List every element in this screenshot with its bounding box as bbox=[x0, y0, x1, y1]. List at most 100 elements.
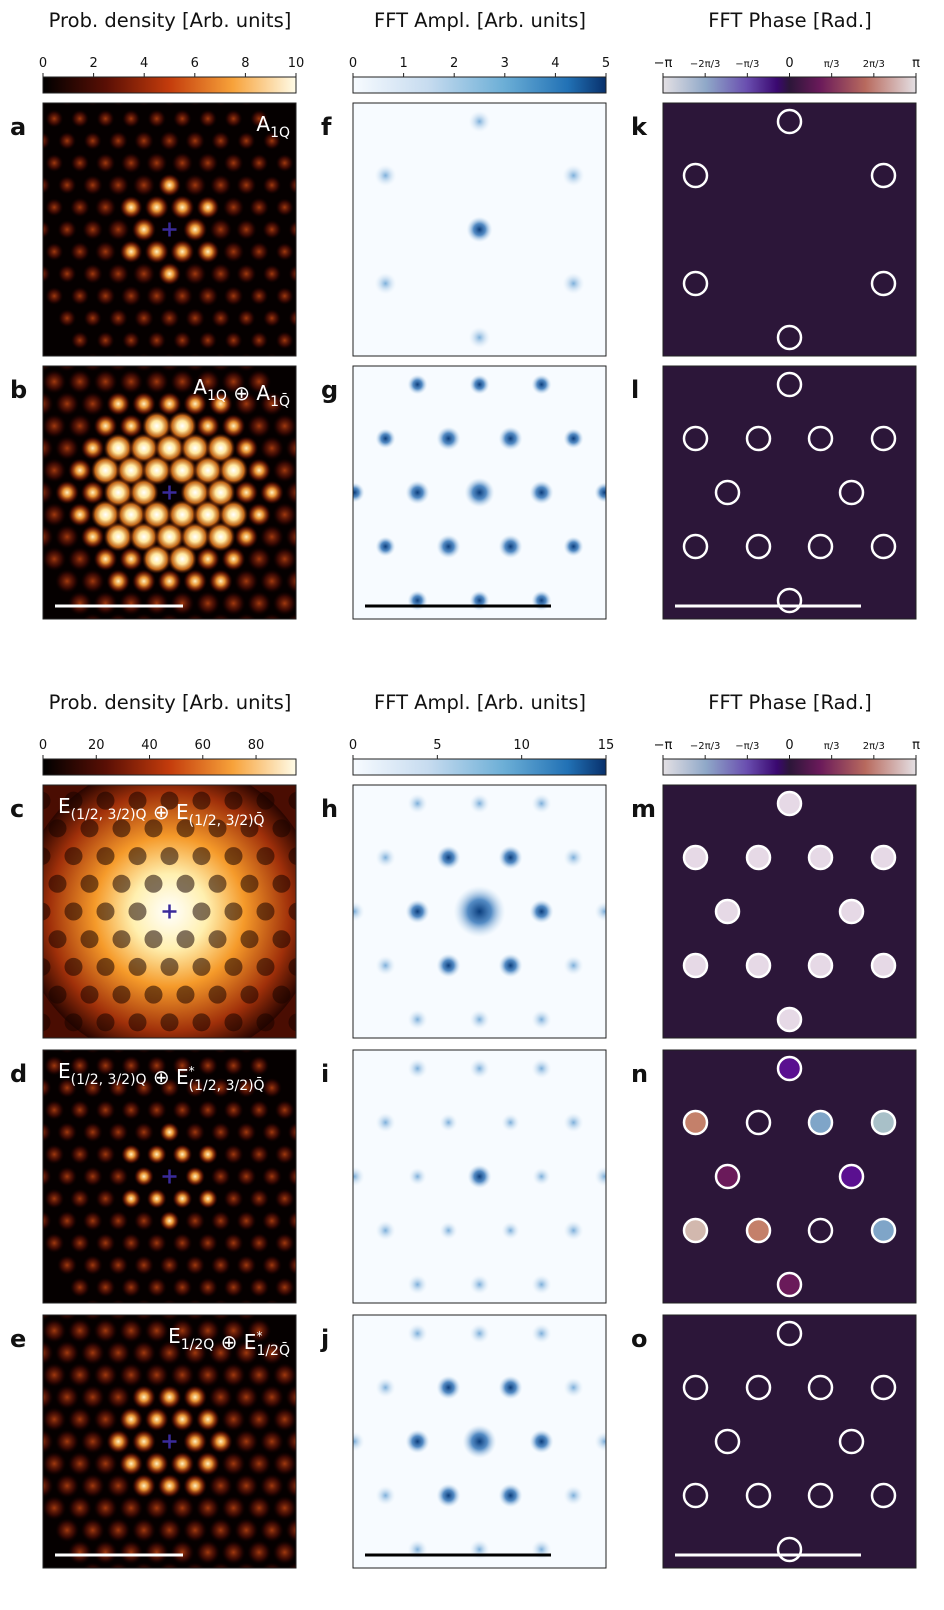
density-hole bbox=[97, 958, 115, 976]
density-peak bbox=[134, 131, 154, 151]
density-peak bbox=[249, 1277, 269, 1297]
density-peak bbox=[209, 614, 233, 638]
density-peak bbox=[224, 286, 244, 306]
density-hole bbox=[305, 986, 323, 1004]
density-hole bbox=[0, 875, 3, 893]
density-peak bbox=[260, 481, 284, 505]
density-peak bbox=[275, 1100, 295, 1120]
density-hole bbox=[257, 847, 275, 865]
density-peak bbox=[145, 591, 169, 615]
density-peak bbox=[42, 414, 66, 438]
density-hole bbox=[129, 903, 147, 921]
density-peak bbox=[44, 1233, 64, 1253]
density-hole bbox=[81, 986, 99, 1004]
density-peak bbox=[134, 1122, 154, 1142]
fft-phase-panel bbox=[663, 366, 916, 619]
density-hole bbox=[273, 930, 291, 948]
density-peak bbox=[198, 1100, 218, 1120]
density-peak bbox=[121, 1233, 141, 1253]
density-peak bbox=[70, 1277, 90, 1297]
density-peak bbox=[237, 132, 255, 150]
density-peak bbox=[145, 1540, 169, 1564]
density-peak bbox=[198, 1277, 218, 1297]
density-peak bbox=[17, 414, 41, 438]
density-peak bbox=[57, 1167, 77, 1187]
density-hole bbox=[257, 958, 275, 976]
fft-peak bbox=[468, 1165, 492, 1189]
density-peak bbox=[247, 1407, 271, 1431]
density-peak bbox=[276, 331, 294, 349]
density-peak bbox=[286, 569, 310, 593]
density-hole bbox=[129, 847, 147, 865]
density-peak bbox=[222, 1363, 246, 1387]
phase-background bbox=[663, 103, 916, 356]
density-peak bbox=[45, 198, 63, 216]
density-hole bbox=[209, 986, 227, 1004]
fft-peak bbox=[406, 1430, 430, 1454]
fft-peak bbox=[408, 1010, 428, 1030]
density-hole bbox=[337, 930, 355, 948]
density-peak bbox=[30, 1474, 54, 1498]
density-peak bbox=[260, 1563, 284, 1587]
amplitude-colorbar bbox=[353, 759, 606, 775]
density-peak bbox=[147, 109, 166, 128]
density-peak bbox=[170, 240, 194, 264]
density-peak bbox=[0, 1363, 15, 1387]
density-peak bbox=[94, 1363, 118, 1387]
colorbar-tick-label: 80 bbox=[248, 738, 265, 753]
density-hole bbox=[273, 986, 291, 1004]
density-peak bbox=[96, 1189, 116, 1209]
density-peak bbox=[311, 614, 335, 638]
fft-peak bbox=[437, 535, 461, 559]
density-peak bbox=[286, 1518, 310, 1542]
colorbar-tick-label: 0 bbox=[785, 56, 793, 71]
density-peak bbox=[132, 1385, 156, 1409]
density-hole bbox=[225, 847, 243, 865]
density-peak bbox=[288, 1122, 308, 1142]
density-peak bbox=[119, 370, 143, 394]
density-peak bbox=[234, 1518, 258, 1542]
density-peak bbox=[6, 1122, 26, 1142]
density-peak bbox=[247, 1496, 271, 1520]
density-peak bbox=[286, 1563, 310, 1587]
fft-peak bbox=[376, 1221, 396, 1241]
density-peak bbox=[108, 174, 129, 195]
density-peak bbox=[160, 1255, 180, 1275]
density-peak bbox=[198, 1233, 218, 1253]
density-hole bbox=[113, 875, 131, 893]
density-hole bbox=[177, 875, 195, 893]
fft-peak bbox=[502, 1114, 520, 1132]
density-hole bbox=[145, 986, 163, 1004]
density-peak bbox=[210, 263, 231, 284]
density-peak bbox=[327, 287, 345, 305]
density-peak bbox=[147, 1277, 167, 1297]
density-peak bbox=[68, 458, 92, 482]
density-hole bbox=[33, 958, 51, 976]
density-peak bbox=[198, 1056, 218, 1076]
density-peak bbox=[7, 221, 25, 239]
fft-peak bbox=[408, 794, 428, 814]
density-peak bbox=[121, 1144, 141, 1164]
density-peak bbox=[222, 1452, 246, 1476]
density-peak bbox=[311, 525, 335, 549]
density-peak bbox=[71, 287, 90, 306]
density-peak bbox=[71, 154, 90, 173]
colorbar-tick-label: π/3 bbox=[824, 741, 840, 752]
density-peak bbox=[108, 1167, 128, 1187]
density-hole bbox=[177, 986, 195, 1004]
density-peak bbox=[106, 614, 130, 638]
density-peak bbox=[222, 1540, 246, 1564]
density-hole bbox=[161, 847, 179, 865]
colorbar-tick-label: 0 bbox=[349, 56, 357, 71]
density-peak bbox=[273, 414, 297, 438]
density-hole bbox=[193, 1013, 211, 1031]
density-peak bbox=[55, 481, 79, 505]
density-peak bbox=[96, 1277, 116, 1297]
density-peak bbox=[249, 1144, 269, 1164]
density-peak bbox=[55, 1430, 79, 1454]
density-peak bbox=[68, 547, 92, 571]
density-colorbar bbox=[43, 759, 296, 775]
density-peak bbox=[42, 370, 66, 394]
density-peak bbox=[326, 1189, 346, 1209]
